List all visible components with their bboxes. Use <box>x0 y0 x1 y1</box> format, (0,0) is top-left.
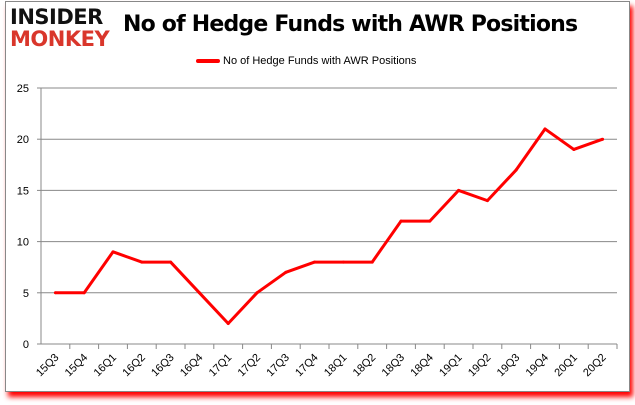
chart-title: No of Hedge Funds with AWR Positions <box>123 12 578 37</box>
data-point <box>601 137 605 141</box>
x-tick-label: 18Q1 <box>322 352 350 380</box>
logo-line1: INSIDER <box>10 5 103 29</box>
x-tick-label: 17Q3 <box>264 352 292 380</box>
x-tick-label: 17Q4 <box>293 352 321 380</box>
y-tick-label: 15 <box>17 185 29 197</box>
data-point <box>140 260 144 264</box>
y-tick-label: 0 <box>23 339 29 351</box>
x-tick-label: 17Q1 <box>207 352 235 380</box>
data-point <box>341 260 345 264</box>
data-point <box>543 127 547 131</box>
data-point <box>428 219 432 223</box>
data-point <box>53 291 57 295</box>
chart-frame <box>5 1 630 392</box>
x-tick-label: 15Q3 <box>34 352 62 380</box>
legend-label: No of Hedge Funds with AWR Positions <box>223 55 417 67</box>
x-tick-label: 18Q4 <box>408 352 436 380</box>
data-point <box>370 260 374 264</box>
x-tick-label: 18Q2 <box>351 352 379 380</box>
data-point <box>111 250 115 254</box>
data-point <box>399 219 403 223</box>
x-tick-label: 19Q3 <box>495 352 523 380</box>
data-point <box>572 147 576 151</box>
legend-swatch <box>196 59 220 63</box>
x-tick-label: 19Q2 <box>466 352 494 380</box>
x-tick-label: 16Q4 <box>178 352 206 380</box>
x-tick-label: 19Q4 <box>524 352 552 380</box>
x-tick-label: 16Q3 <box>149 352 177 380</box>
legend: No of Hedge Funds with AWR Positions <box>196 55 416 67</box>
data-point <box>284 270 288 274</box>
x-tick-label: 17Q2 <box>236 352 264 380</box>
data-point <box>313 260 317 264</box>
y-tick-label: 10 <box>17 237 29 249</box>
x-tick-label: 16Q1 <box>92 352 120 380</box>
y-tick-label: 5 <box>23 288 29 300</box>
logo-line2: MONKEY <box>10 27 110 51</box>
data-point <box>457 188 461 192</box>
data-point <box>226 322 230 326</box>
data-point <box>255 291 259 295</box>
data-point <box>197 291 201 295</box>
y-tick-label: 25 <box>17 83 29 95</box>
data-point <box>169 260 173 264</box>
y-tick-label: 20 <box>17 134 29 146</box>
data-point <box>485 199 489 203</box>
x-tick-label: 19Q1 <box>437 352 465 380</box>
x-tick-label: 18Q3 <box>380 352 408 380</box>
data-point <box>514 168 518 172</box>
x-tick-label: 15Q4 <box>63 352 91 380</box>
x-tick-label: 20Q2 <box>581 352 609 380</box>
series-line <box>55 127 604 326</box>
data-point <box>82 291 86 295</box>
insider-monkey-logo: INSIDER MONKEY <box>10 5 110 51</box>
x-tick-label: 20Q1 <box>552 352 580 380</box>
x-tick-label: 16Q2 <box>120 352 148 380</box>
